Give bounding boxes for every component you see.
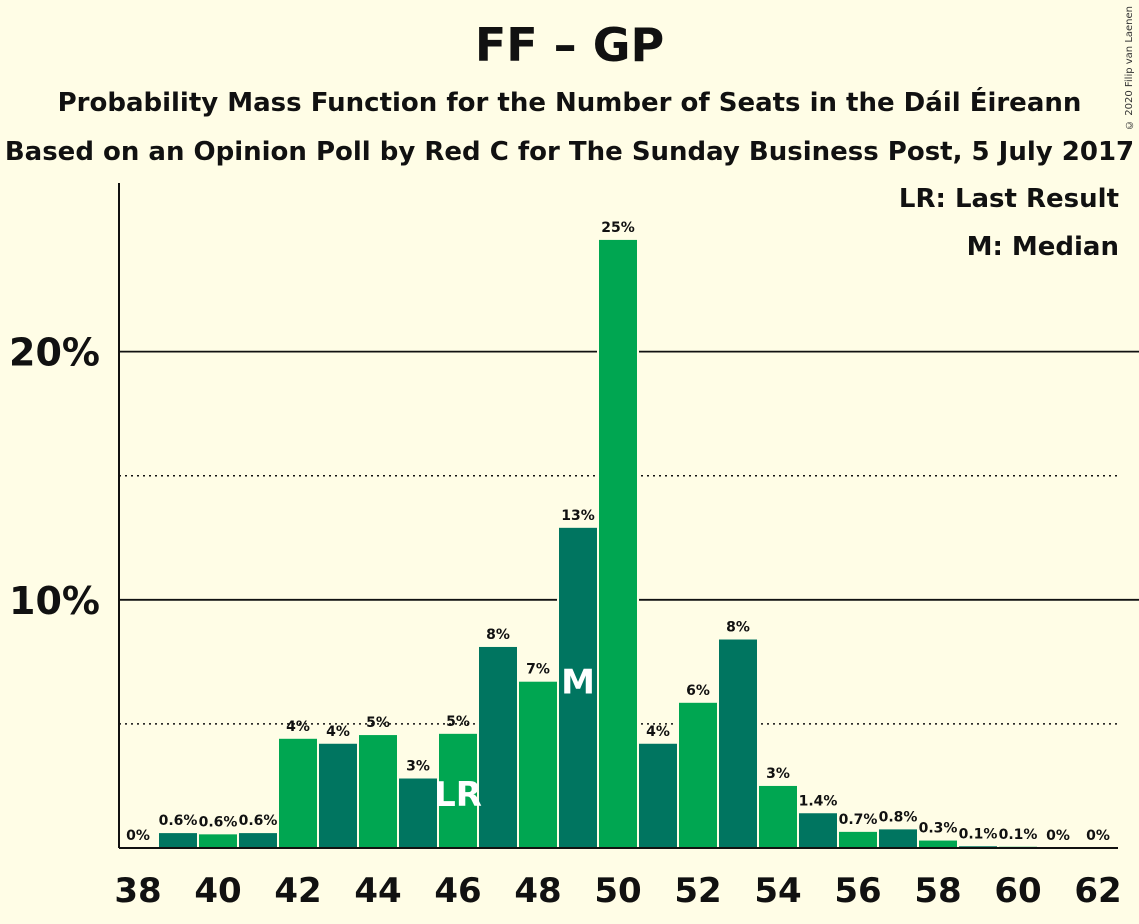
x-tick-label: 44 [354, 871, 401, 911]
legend-last-result: LR: Last Result [898, 184, 1119, 214]
data-label-59: 0.1% [959, 826, 998, 842]
bar-seats-55 [799, 813, 837, 848]
x-tick-label: 62 [1074, 871, 1121, 911]
bar-seats-45 [399, 778, 437, 848]
data-label-46: 5% [446, 714, 470, 730]
median-marker: M [561, 663, 595, 703]
bar-seats-47 [479, 646, 517, 848]
bar-halo [997, 844, 1039, 848]
data-label-53: 8% [726, 620, 750, 636]
data-label-55: 1.4% [799, 793, 838, 809]
bar-seats-41 [239, 833, 277, 848]
y-tick-label: 20% [9, 331, 100, 375]
bar-seats-57 [879, 829, 917, 848]
bar-halo [957, 844, 999, 848]
bar-seats-42 [279, 738, 317, 848]
bar-seats-43 [319, 743, 357, 848]
x-tick-label: 54 [754, 871, 801, 911]
bar-seats-40 [199, 834, 237, 848]
data-label-57: 0.8% [879, 809, 918, 825]
axes: 10% 20% 38 40 42 44 46 48 50 52 54 56 58 60 62 [9, 183, 1122, 911]
bar-seats-50 [599, 239, 637, 848]
chart-title: FF – GP [474, 18, 665, 72]
data-label-50: 25% [601, 220, 635, 236]
x-tick-label: 56 [834, 871, 881, 911]
bar-seats-39 [159, 833, 197, 848]
data-label-62: 0% [1086, 828, 1110, 844]
data-label-44: 5% [366, 715, 390, 731]
data-label-51: 4% [646, 724, 670, 740]
data-label-38: 0% [126, 828, 150, 844]
last-result-marker: LR [434, 775, 482, 815]
bar-seats-44 [359, 735, 397, 848]
data-label-48: 7% [526, 662, 550, 678]
bar-seats-58 [919, 840, 957, 848]
data-label-58: 0.3% [919, 821, 958, 837]
x-tick-label: 48 [514, 871, 561, 911]
data-label-56: 0.7% [839, 812, 878, 828]
x-tick-label: 50 [594, 871, 641, 911]
chart-subtitle: Probability Mass Function for the Number… [57, 88, 1082, 118]
x-tick-label: 58 [914, 871, 961, 911]
data-label-45: 3% [406, 759, 430, 775]
x-tick-label: 38 [114, 871, 161, 911]
data-label-43: 4% [326, 724, 350, 740]
bar-seats-53 [719, 639, 757, 848]
bar-seats-46 [439, 733, 477, 848]
x-tick-label: 52 [674, 871, 721, 911]
data-label-47: 8% [486, 627, 510, 643]
data-label-52: 6% [686, 683, 710, 699]
data-label-42: 4% [286, 719, 310, 735]
bar-seats-56 [839, 831, 877, 848]
bar-seats-48 [519, 681, 557, 848]
data-labels: 0%0.6% 0.6% 0.6%4% 4%5%3%5%8%7%13%25%4%6%8%… [126, 220, 1110, 844]
legend-median: M: Median [966, 232, 1119, 262]
data-label-40: 0.6% [199, 814, 238, 830]
bar-seats-54 [759, 785, 797, 848]
bar-seats-51 [639, 743, 677, 848]
bars [157, 237, 1039, 848]
x-tick-label: 42 [274, 871, 321, 911]
chart-source: Based on an Opinion Poll by Red C for Th… [4, 137, 1135, 167]
data-label-61: 0% [1046, 828, 1070, 844]
x-tick-label: 60 [994, 871, 1041, 911]
data-label-54: 3% [766, 766, 790, 782]
x-tick-label: 40 [194, 871, 241, 911]
x-tick-label: 46 [434, 871, 481, 911]
data-label-60: 0.1% [999, 827, 1038, 843]
bar-seats-49 [559, 527, 597, 848]
data-label-39: 0.6% [159, 813, 198, 829]
data-label-41: 0.6% [239, 813, 278, 829]
bar-seats-52 [679, 702, 717, 848]
data-label-49: 13% [561, 508, 595, 524]
y-tick-label: 10% [9, 579, 100, 623]
